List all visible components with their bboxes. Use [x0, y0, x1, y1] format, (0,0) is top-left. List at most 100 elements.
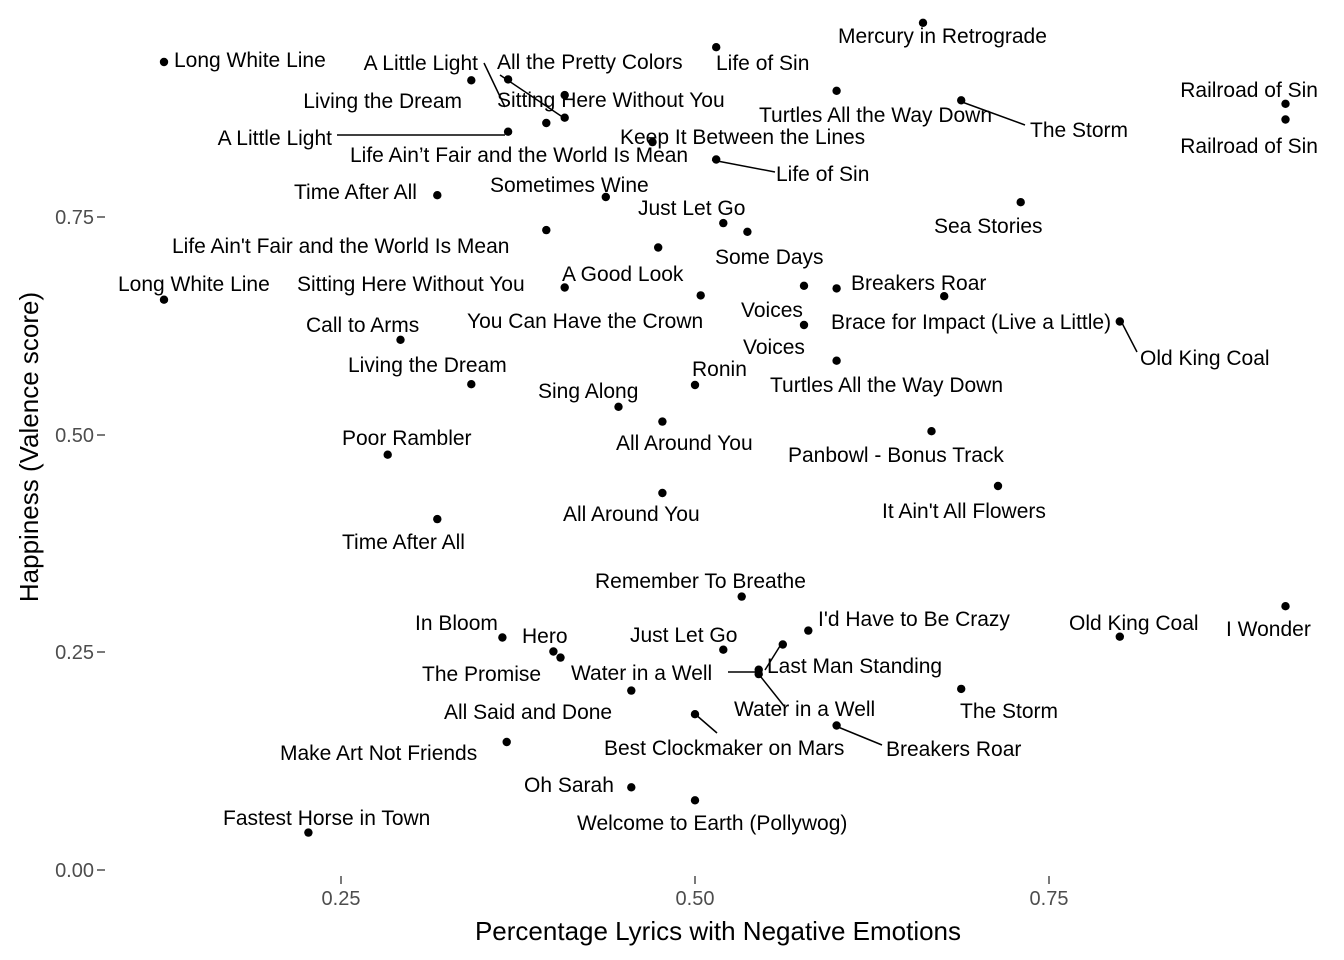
point-label: Sitting Here Without You — [297, 273, 525, 296]
data-point — [433, 191, 442, 200]
point-label: Time After All — [294, 181, 417, 204]
data-point — [560, 90, 569, 100]
y-tick-label: 0.75 — [55, 207, 94, 229]
label-leader-line — [961, 101, 1026, 126]
point-label: Turtles All the Way Down — [759, 104, 992, 127]
data-point — [601, 192, 610, 202]
point-label: Panbowl - Bonus Track — [788, 444, 1004, 467]
point-label: Hero — [522, 625, 568, 648]
data-point — [719, 645, 728, 654]
data-point — [159, 295, 169, 304]
label-leader-line — [694, 713, 718, 734]
point-label: A Little Light — [364, 52, 479, 75]
point-label: Make Art Not Friends — [280, 742, 477, 765]
data-point — [503, 75, 513, 84]
data-point — [1115, 317, 1125, 326]
data-point — [957, 684, 966, 694]
data-point — [1281, 99, 1290, 109]
x-tick-label: 0.75 — [1030, 888, 1069, 910]
label-leader-line — [499, 74, 568, 121]
point-label: It Ain't All Flowers — [882, 500, 1046, 523]
point-label: Railroad of Sin — [1180, 135, 1318, 158]
data-point — [658, 417, 667, 426]
data-point — [614, 402, 623, 411]
y-axis: 0.00 0.25 0.50 0.75 — [55, 207, 105, 882]
data-point — [957, 96, 966, 105]
point-label: Sometimes Wine — [490, 174, 649, 197]
point-label: Voices — [741, 299, 803, 322]
data-point — [690, 796, 700, 805]
point-label: Breakers Roar — [886, 738, 1021, 761]
label-leader-line — [764, 645, 781, 671]
label-leader-line — [1121, 322, 1138, 353]
point-label: Life of Sin — [716, 52, 809, 75]
point-label: Old King Coal — [1069, 612, 1199, 635]
point-label: Remember To Breathe — [595, 570, 806, 593]
data-point — [719, 218, 728, 228]
point-label: Voices — [743, 336, 805, 359]
y-tick-label: 0.00 — [55, 860, 94, 882]
point-label: The Storm — [960, 700, 1058, 723]
point-label: Last Man Standing — [767, 655, 942, 678]
data-point — [648, 137, 657, 147]
x-axis: 0.25 0.50 0.75 — [322, 876, 1069, 910]
point-label: I'd Have to Be Crazy — [818, 608, 1010, 631]
data-point — [799, 320, 809, 330]
data-point — [556, 653, 565, 662]
point-label: Living the Dream — [348, 354, 507, 377]
point-label: The Storm — [1030, 119, 1128, 142]
data-point — [778, 640, 787, 649]
label-leader-line — [711, 159, 776, 173]
data-point — [804, 626, 813, 635]
point-label: Sea Stories — [934, 215, 1043, 238]
point-label: Keep It Between the Lines — [620, 126, 865, 149]
data-point — [498, 633, 507, 642]
point-label: Long White Line — [118, 273, 270, 296]
point-label: Brace for Impact (Live a Little) — [831, 311, 1111, 334]
x-tick-label: 0.50 — [676, 888, 715, 910]
data-point — [654, 243, 663, 252]
point-label: Life of Sin — [776, 163, 869, 186]
data-point — [467, 380, 476, 389]
y-axis-title: Happiness (Valence score) — [14, 292, 44, 602]
data-point — [918, 18, 928, 27]
point-label: Just Let Go — [638, 197, 745, 220]
data-point — [549, 647, 558, 656]
point-label: Long White Line — [174, 49, 326, 72]
y-tick-label: 0.50 — [55, 425, 94, 447]
data-point — [502, 737, 511, 747]
data-point — [690, 380, 700, 390]
point-label: Water in a Well — [734, 698, 875, 721]
data-point — [1115, 632, 1125, 641]
point-label: All Around You — [563, 503, 700, 526]
data-point — [560, 283, 569, 292]
label-leader-line — [837, 726, 883, 746]
point-label: Mercury in Retrograde — [838, 25, 1047, 48]
data-point — [832, 356, 841, 365]
data-point — [712, 155, 721, 164]
data-point — [304, 828, 313, 837]
point-label: Old King Coal — [1140, 347, 1270, 370]
data-point — [159, 57, 169, 67]
leader-lines — [337, 62, 1138, 746]
data-point — [754, 669, 763, 679]
point-label: Sing Along — [538, 380, 638, 403]
point-label: Water in a Well — [571, 662, 712, 685]
data-point — [712, 43, 721, 52]
data-point — [1281, 115, 1290, 124]
label-leader-line — [756, 671, 785, 707]
data-point — [743, 227, 752, 236]
data-point — [1016, 198, 1025, 207]
data-point — [993, 481, 1003, 491]
data-point — [383, 450, 392, 459]
data-point — [832, 284, 841, 293]
point-label: Turtles All the Way Down — [770, 374, 1003, 397]
point-label: Breakers Roar — [851, 272, 986, 295]
data-point — [627, 686, 636, 695]
point-label: You Can Have the Crown — [467, 310, 703, 333]
point-label: All Said and Done — [444, 701, 612, 724]
data-labels: Long White Line Long White Line A Little L… — [118, 25, 1318, 835]
point-label: In Bloom — [415, 612, 498, 635]
data-point — [940, 292, 949, 301]
data-point — [832, 86, 841, 96]
